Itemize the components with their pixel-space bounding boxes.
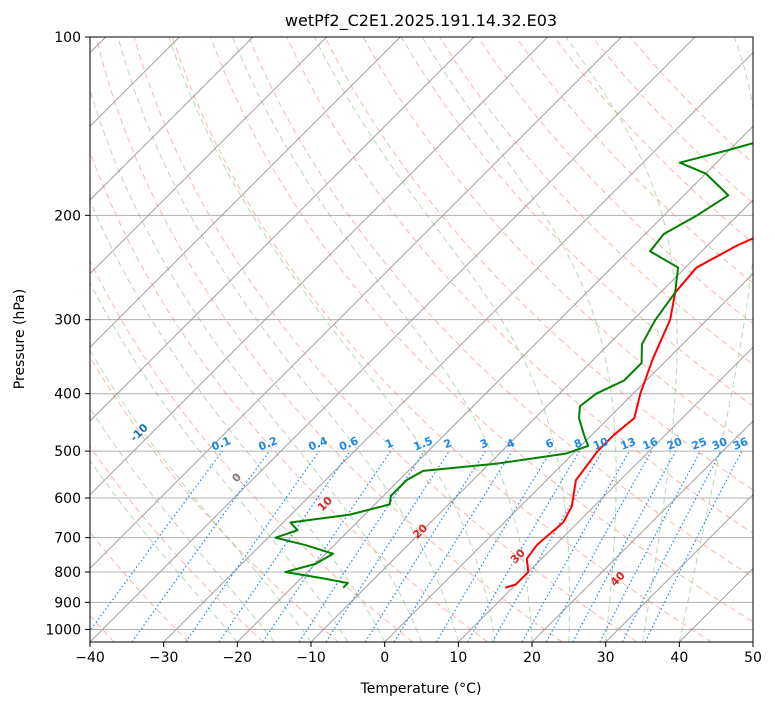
mixing-ratio-line bbox=[521, 450, 631, 642]
isotherm-10 bbox=[457, 346, 753, 642]
moist-adiabat bbox=[678, 37, 753, 642]
dry-adiabat bbox=[90, 356, 339, 642]
dry-adiabat bbox=[324, 37, 753, 491]
moist-adiabat bbox=[90, 199, 386, 642]
chart-title: wetPf2_C2E1.2025.191.14.32.E03 bbox=[285, 11, 557, 31]
x-tick-label: 40 bbox=[670, 650, 688, 666]
x-tick-label: 20 bbox=[523, 650, 541, 666]
isobar-grid bbox=[90, 37, 753, 630]
mixing-ratio-label: 8 bbox=[572, 436, 584, 451]
dry-adiabat bbox=[133, 37, 638, 642]
isotherm--50 bbox=[90, 37, 622, 570]
dry-adiabat bbox=[248, 37, 753, 578]
dry-adiabat bbox=[210, 37, 753, 623]
plot-area: 0.10.20.40.611.52346810131620253036-100-… bbox=[90, 37, 753, 642]
y-axis-ticks: 100 200 300 400 500 600 700 800 900 1000 bbox=[45, 30, 90, 638]
y-tick-label: 400 bbox=[54, 387, 81, 403]
mixing-ratio-label: 20 bbox=[665, 435, 684, 453]
y-tick-label: 1000 bbox=[45, 622, 81, 638]
temperature-profile bbox=[505, 237, 753, 589]
mixing-ratio-label: 2 bbox=[442, 436, 454, 451]
moist-adiabat bbox=[90, 459, 238, 642]
moist-adiabats bbox=[90, 37, 753, 642]
mixing-ratio-label: 36 bbox=[731, 435, 750, 453]
profile-series bbox=[274, 142, 753, 589]
dry-adiabat bbox=[90, 445, 264, 642]
moist-adiabat bbox=[117, 37, 459, 642]
mixing-ratio-label: 30 bbox=[710, 435, 729, 453]
mixing-ratio-label: 3 bbox=[478, 436, 490, 451]
moist-adiabat bbox=[421, 37, 617, 642]
mixing-ratio-label: 13 bbox=[619, 435, 638, 453]
mixing-ratio-line bbox=[325, 450, 450, 642]
isotherm-0 bbox=[384, 272, 753, 642]
moist-adiabat bbox=[232, 37, 533, 642]
mixing-ratio-label: 16 bbox=[641, 435, 660, 453]
y-tick-label: 700 bbox=[54, 531, 81, 547]
x-tick-label: −20 bbox=[223, 650, 253, 666]
moist-adiabat bbox=[565, 37, 678, 642]
mixing-ratio-line bbox=[393, 450, 513, 642]
mixing-ratio-line bbox=[90, 450, 223, 632]
moist-adiabat bbox=[90, 88, 422, 642]
isotherm--100 bbox=[90, 37, 254, 201]
x-axis-ticks: −40 −30 −20 −10 0 10 20 30 40 50 bbox=[75, 642, 762, 666]
dry-adiabats bbox=[90, 37, 753, 642]
isotherm-20 bbox=[531, 420, 753, 642]
dewpoint-profile bbox=[274, 142, 753, 589]
x-tick-label: −10 bbox=[296, 650, 326, 666]
y-tick-label: 800 bbox=[54, 565, 81, 581]
x-tick-label: −40 bbox=[75, 650, 105, 666]
mixing-ratio-line bbox=[572, 450, 677, 642]
plot-frame bbox=[89, 36, 754, 643]
mixing-ratio-line bbox=[545, 450, 653, 642]
x-axis-label: Temperature (°C) bbox=[360, 681, 482, 697]
moist-adiabat bbox=[90, 281, 349, 642]
dry-adiabat bbox=[171, 37, 712, 642]
y-tick-label: 200 bbox=[54, 208, 81, 224]
moist-adiabat bbox=[314, 37, 571, 642]
dry-adiabat bbox=[515, 37, 753, 284]
isotherm--30 bbox=[163, 51, 753, 642]
moist-adiabat bbox=[90, 407, 275, 642]
isotherm--90 bbox=[90, 37, 328, 275]
mixing-ratio-label: 25 bbox=[690, 435, 709, 453]
mixing-ratio-label: 10 bbox=[591, 435, 610, 453]
mixing-ratio-label: 1 bbox=[383, 436, 395, 451]
mixing-ratio-line bbox=[644, 450, 743, 642]
x-tick-label: 50 bbox=[744, 650, 762, 666]
mixing-ratio-line bbox=[218, 450, 351, 642]
isotherm-30 bbox=[605, 493, 753, 642]
dry-adiabat bbox=[286, 37, 753, 534]
mixing-ratio-line bbox=[262, 450, 392, 642]
isotherms bbox=[90, 37, 753, 642]
y-axis-label: Pressure (hPa) bbox=[12, 289, 28, 389]
y-tick-label: 300 bbox=[54, 313, 81, 329]
isotherm--70 bbox=[90, 37, 475, 422]
dry-adiabat bbox=[90, 259, 414, 642]
moist-adiabat bbox=[90, 349, 312, 642]
dry-adiabat bbox=[95, 37, 563, 642]
y-tick-label: 900 bbox=[54, 595, 81, 611]
y-tick-label: 500 bbox=[54, 444, 81, 460]
moist-adiabat bbox=[168, 37, 496, 642]
isotherm--60 bbox=[90, 37, 549, 496]
mixing-ratio-line bbox=[298, 450, 425, 642]
isotherm--40 bbox=[90, 37, 696, 642]
y-tick-label: 600 bbox=[54, 491, 81, 507]
x-tick-label: 10 bbox=[449, 650, 467, 666]
mixing-ratio-line bbox=[131, 450, 270, 642]
x-tick-label: −30 bbox=[149, 650, 179, 666]
mixing-ratio-line bbox=[185, 450, 320, 642]
mixing-ratio-lines bbox=[90, 450, 743, 642]
x-tick-label: 0 bbox=[380, 650, 389, 666]
x-tick-label: 30 bbox=[597, 650, 615, 666]
isotherm--20 bbox=[236, 125, 753, 642]
y-tick-label: 100 bbox=[54, 30, 81, 46]
isotherm--80 bbox=[90, 37, 401, 349]
